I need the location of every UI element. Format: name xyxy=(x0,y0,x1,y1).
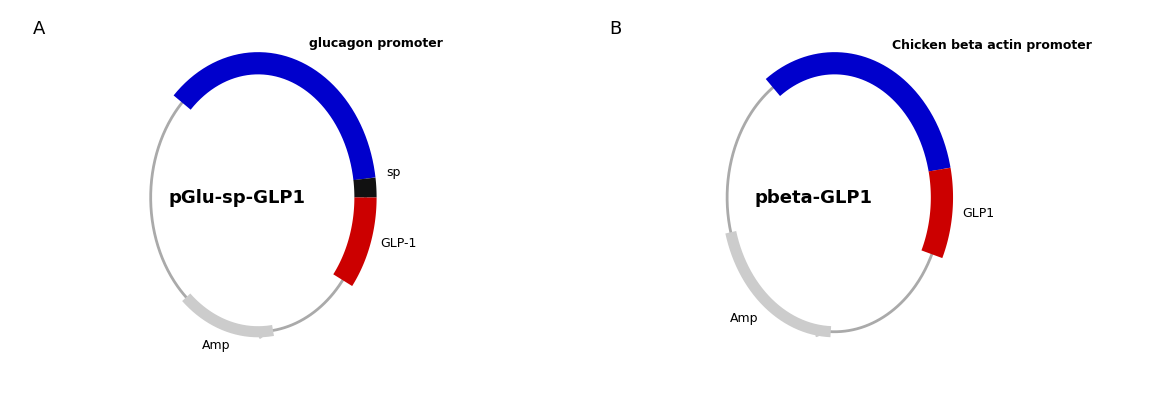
Text: B: B xyxy=(608,20,621,38)
Text: GLP1: GLP1 xyxy=(963,207,994,220)
Text: Chicken beta actin promoter: Chicken beta actin promoter xyxy=(892,39,1092,52)
Text: Amp: Amp xyxy=(730,312,758,325)
Text: pGlu-sp-GLP1: pGlu-sp-GLP1 xyxy=(168,188,305,207)
Text: Amp: Amp xyxy=(201,339,230,352)
Text: GLP-1: GLP-1 xyxy=(380,237,417,250)
Text: A: A xyxy=(33,20,44,38)
Text: pbeta-GLP1: pbeta-GLP1 xyxy=(753,188,872,207)
Text: glucagon promoter: glucagon promoter xyxy=(309,36,443,49)
Text: sp: sp xyxy=(386,166,401,179)
